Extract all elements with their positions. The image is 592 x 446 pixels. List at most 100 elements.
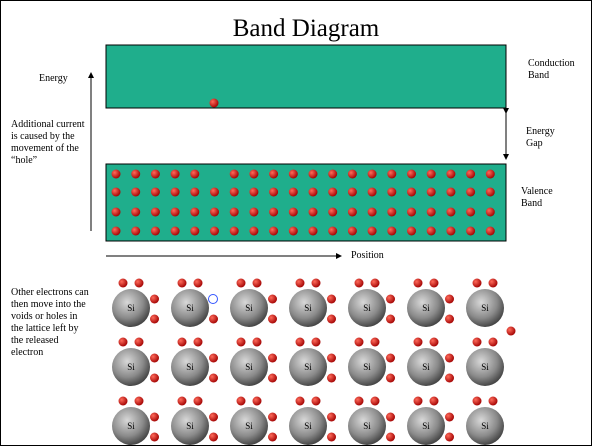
electron: [486, 188, 495, 197]
electron: [466, 170, 475, 179]
electron: [151, 208, 160, 217]
electron: [190, 188, 199, 197]
bond-electron: [237, 279, 246, 288]
electron: [427, 208, 436, 217]
bond-electron: [150, 433, 159, 442]
conduction-band: [106, 45, 506, 108]
electron: [249, 188, 258, 197]
diagram: SiSiSiSiSiSiSiSiSiSiSiSiSiSiSiSiSiSiSiSi…: [1, 1, 591, 445]
electron: [446, 170, 455, 179]
electron: [309, 170, 318, 179]
atom-label: Si: [422, 362, 430, 372]
electron: [269, 188, 278, 197]
bond-electron: [268, 374, 277, 383]
bond-electron: [445, 374, 454, 383]
bond-electron: [150, 315, 159, 324]
electron: [387, 227, 396, 236]
atom-label: Si: [363, 421, 371, 431]
electron: [249, 208, 258, 217]
bond-electron: [119, 397, 128, 406]
electron: [230, 170, 239, 179]
atom-label: Si: [186, 303, 194, 313]
bond-electron: [414, 338, 423, 347]
bond-electron: [150, 374, 159, 383]
bond-electron: [268, 315, 277, 324]
lattice-note: Other electrons can then move into the v…: [11, 287, 89, 359]
electron: [368, 227, 377, 236]
electron: [249, 227, 258, 236]
electron: [112, 208, 121, 217]
electron: [407, 227, 416, 236]
bond-electron: [327, 413, 336, 422]
atom-label: Si: [245, 303, 253, 313]
electron: [486, 227, 495, 236]
bond-electron: [414, 397, 423, 406]
bond-electron: [237, 338, 246, 347]
bond-electron: [386, 354, 395, 363]
bond-electron: [386, 413, 395, 422]
bond-electron: [237, 397, 246, 406]
bond-electron: [135, 397, 144, 406]
electron: [387, 208, 396, 217]
electron: [446, 208, 455, 217]
atom-label: Si: [481, 362, 489, 372]
atom-label: Si: [481, 421, 489, 431]
bond-electron: [135, 279, 144, 288]
bond-electron: [135, 338, 144, 347]
electron: [427, 188, 436, 197]
electron: [407, 170, 416, 179]
energy-label: Energy: [39, 73, 68, 85]
bond-electron: [430, 279, 439, 288]
electron: [230, 227, 239, 236]
electron: [466, 188, 475, 197]
bond-electron: [178, 338, 187, 347]
bond-electron: [473, 397, 482, 406]
electron: [171, 188, 180, 197]
electron: [368, 188, 377, 197]
electron: [407, 208, 416, 217]
atom-label: Si: [363, 303, 371, 313]
bond-electron: [327, 354, 336, 363]
electron: [210, 227, 219, 236]
bond-electron: [150, 413, 159, 422]
bond-electron: [430, 397, 439, 406]
electron: [210, 188, 219, 197]
bond-electron: [150, 295, 159, 304]
bond-electron: [386, 295, 395, 304]
bond-electron: [253, 279, 262, 288]
electron: [269, 208, 278, 217]
electron: [112, 227, 121, 236]
conduction-label: Conduction Band: [528, 58, 583, 82]
bond-electron: [268, 413, 277, 422]
title: Band Diagram: [1, 15, 592, 43]
electron: [486, 170, 495, 179]
bond-electron: [253, 338, 262, 347]
electron: [328, 208, 337, 217]
bond-electron: [119, 338, 128, 347]
electron: [131, 188, 140, 197]
electron: [289, 227, 298, 236]
atom-label: Si: [304, 303, 312, 313]
electron: [151, 188, 160, 197]
hole: [209, 295, 218, 304]
electron: [466, 227, 475, 236]
bond-electron: [371, 279, 380, 288]
electron: [348, 188, 357, 197]
electron: [269, 170, 278, 179]
released-electron: [507, 327, 516, 336]
bond-electron: [445, 433, 454, 442]
electron: [348, 170, 357, 179]
electron: [368, 208, 377, 217]
electron: [131, 208, 140, 217]
bond-electron: [178, 397, 187, 406]
electron: [289, 208, 298, 217]
electron: [171, 227, 180, 236]
electron: [171, 170, 180, 179]
electron: [131, 227, 140, 236]
bond-electron: [296, 338, 305, 347]
bond-electron: [150, 354, 159, 363]
bond-electron: [473, 279, 482, 288]
bond-electron: [445, 413, 454, 422]
valence-band: [106, 164, 506, 241]
electron: [269, 227, 278, 236]
